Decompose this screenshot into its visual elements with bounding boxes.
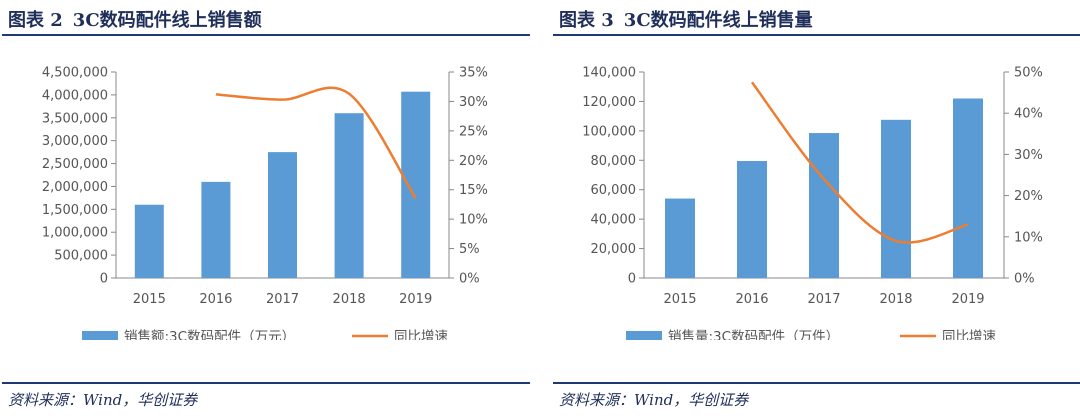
legend-bar-swatch xyxy=(82,331,118,340)
right-axis-tick-label: 35% xyxy=(459,66,488,81)
right-axis-tick-label: 30% xyxy=(1014,148,1043,163)
x-axis-tick-label: 2018 xyxy=(333,292,366,307)
left-axis-tick-label: 1,000,000 xyxy=(42,226,108,241)
bar-2017 xyxy=(268,152,297,278)
left-axis-tick-label: 500,000 xyxy=(54,249,108,264)
right-axis-tick-label: 20% xyxy=(1014,189,1043,204)
title-rule xyxy=(553,34,1080,36)
growth-rate-line xyxy=(750,81,969,244)
legend-bar-swatch xyxy=(626,331,662,340)
chart-title: 3C数码配件线上销售量 xyxy=(623,10,813,31)
right-axis-tick-label: 40% xyxy=(1014,107,1043,122)
left-axis-tick-label: 2,500,000 xyxy=(42,157,108,172)
left-axis-tick-label: 0 xyxy=(100,272,108,287)
figure-number: 图表 2 xyxy=(8,10,63,31)
x-axis-tick-label: 2015 xyxy=(663,292,696,307)
bar-2016 xyxy=(737,161,767,278)
figure-number: 图表 3 xyxy=(559,10,614,31)
left-axis-tick-label: 2,000,000 xyxy=(42,180,108,195)
x-axis-tick-label: 2016 xyxy=(735,292,768,307)
growth-rate-line xyxy=(215,86,417,200)
bar-2019 xyxy=(401,91,431,278)
left-axis-tick-label: 120,000 xyxy=(582,95,636,110)
left-axis-tick-label: 100,000 xyxy=(582,124,636,139)
bar-2015 xyxy=(134,204,164,278)
bar-2016 xyxy=(201,181,231,278)
source-rule xyxy=(553,382,1080,384)
bar-2018 xyxy=(881,119,911,278)
left-axis-tick-label: 4,000,000 xyxy=(42,88,108,103)
bar-2015 xyxy=(665,198,695,278)
left-axis-tick-label: 40,000 xyxy=(591,213,637,228)
bar-2018 xyxy=(334,113,364,278)
x-axis-tick-label: 2017 xyxy=(266,292,299,307)
source-rule xyxy=(2,382,530,384)
x-axis-tick-label: 2017 xyxy=(807,292,840,307)
title-rule xyxy=(2,34,530,36)
bar-2019 xyxy=(953,98,983,278)
left-axis-tick-label: 4,500,000 xyxy=(42,66,108,81)
legend-line-label: 同比增速 xyxy=(394,329,448,340)
legend-bar-label: 销售量:3C数码配件（万件） xyxy=(668,329,839,340)
left-axis-tick-label: 1,500,000 xyxy=(42,203,108,218)
right-axis-tick-label: 15% xyxy=(459,183,488,198)
right-axis-tick-label: 10% xyxy=(459,213,488,228)
legend-line-label: 同比增速 xyxy=(942,329,996,340)
chart-sales-value: 0 500,000 1,000,000 1,500,000 2,000,000 2,500… xyxy=(42,66,488,340)
x-axis-tick-label: 2016 xyxy=(199,292,232,307)
right-axis-tick-label: 0% xyxy=(1014,272,1035,287)
left-axis-tick-label: 80,000 xyxy=(591,154,637,169)
right-axis-tick-label: 10% xyxy=(1014,230,1043,245)
right-axis-tick-label: 5% xyxy=(459,242,480,257)
x-axis-tick-label: 2018 xyxy=(879,292,912,307)
left-axis-tick-label: 140,000 xyxy=(582,66,636,81)
bar-2017 xyxy=(809,133,839,278)
chart-title: 3C数码配件线上销售额 xyxy=(72,10,262,31)
right-axis-tick-label: 30% xyxy=(459,95,488,110)
chart-panel-sales-volume: 图表 3 3C数码配件线上销售量 0 20,000 40,000 60,000 80,00… xyxy=(551,0,1080,418)
legend-bar-label: 销售额:3C数码配件（万元） xyxy=(124,329,295,340)
left-axis-tick-label: 0 xyxy=(628,272,636,287)
left-axis-tick-label: 3,500,000 xyxy=(42,111,108,126)
source-note: 资料来源：Wind，华创证券 xyxy=(8,391,198,409)
right-axis-tick-label: 0% xyxy=(459,272,480,287)
source-note: 资料来源：Wind，华创证券 xyxy=(559,391,749,409)
chart-panel-sales-value: 图表 2 3C数码配件线上销售额 0 500,000 1,000,000 1,500,0… xyxy=(0,0,530,418)
right-axis-tick-label: 25% xyxy=(459,124,488,139)
figure-title: 图表 3 3C数码配件线上销售量 xyxy=(559,6,823,32)
left-axis-tick-label: 60,000 xyxy=(591,183,637,198)
figure-title: 图表 2 3C数码配件线上销售额 xyxy=(8,6,272,32)
right-axis-tick-label: 20% xyxy=(459,154,488,169)
x-axis-tick-label: 2015 xyxy=(133,292,166,307)
x-axis-tick-label: 2019 xyxy=(399,292,432,307)
x-axis-tick-label: 2019 xyxy=(951,292,984,307)
left-axis-tick-label: 20,000 xyxy=(591,242,637,257)
left-axis-tick-label: 3,000,000 xyxy=(42,134,108,149)
right-axis-tick-label: 50% xyxy=(1014,66,1043,81)
chart-sales-volume: 0 20,000 40,000 60,000 80,000 100,000 120,000 1… xyxy=(582,66,1043,340)
